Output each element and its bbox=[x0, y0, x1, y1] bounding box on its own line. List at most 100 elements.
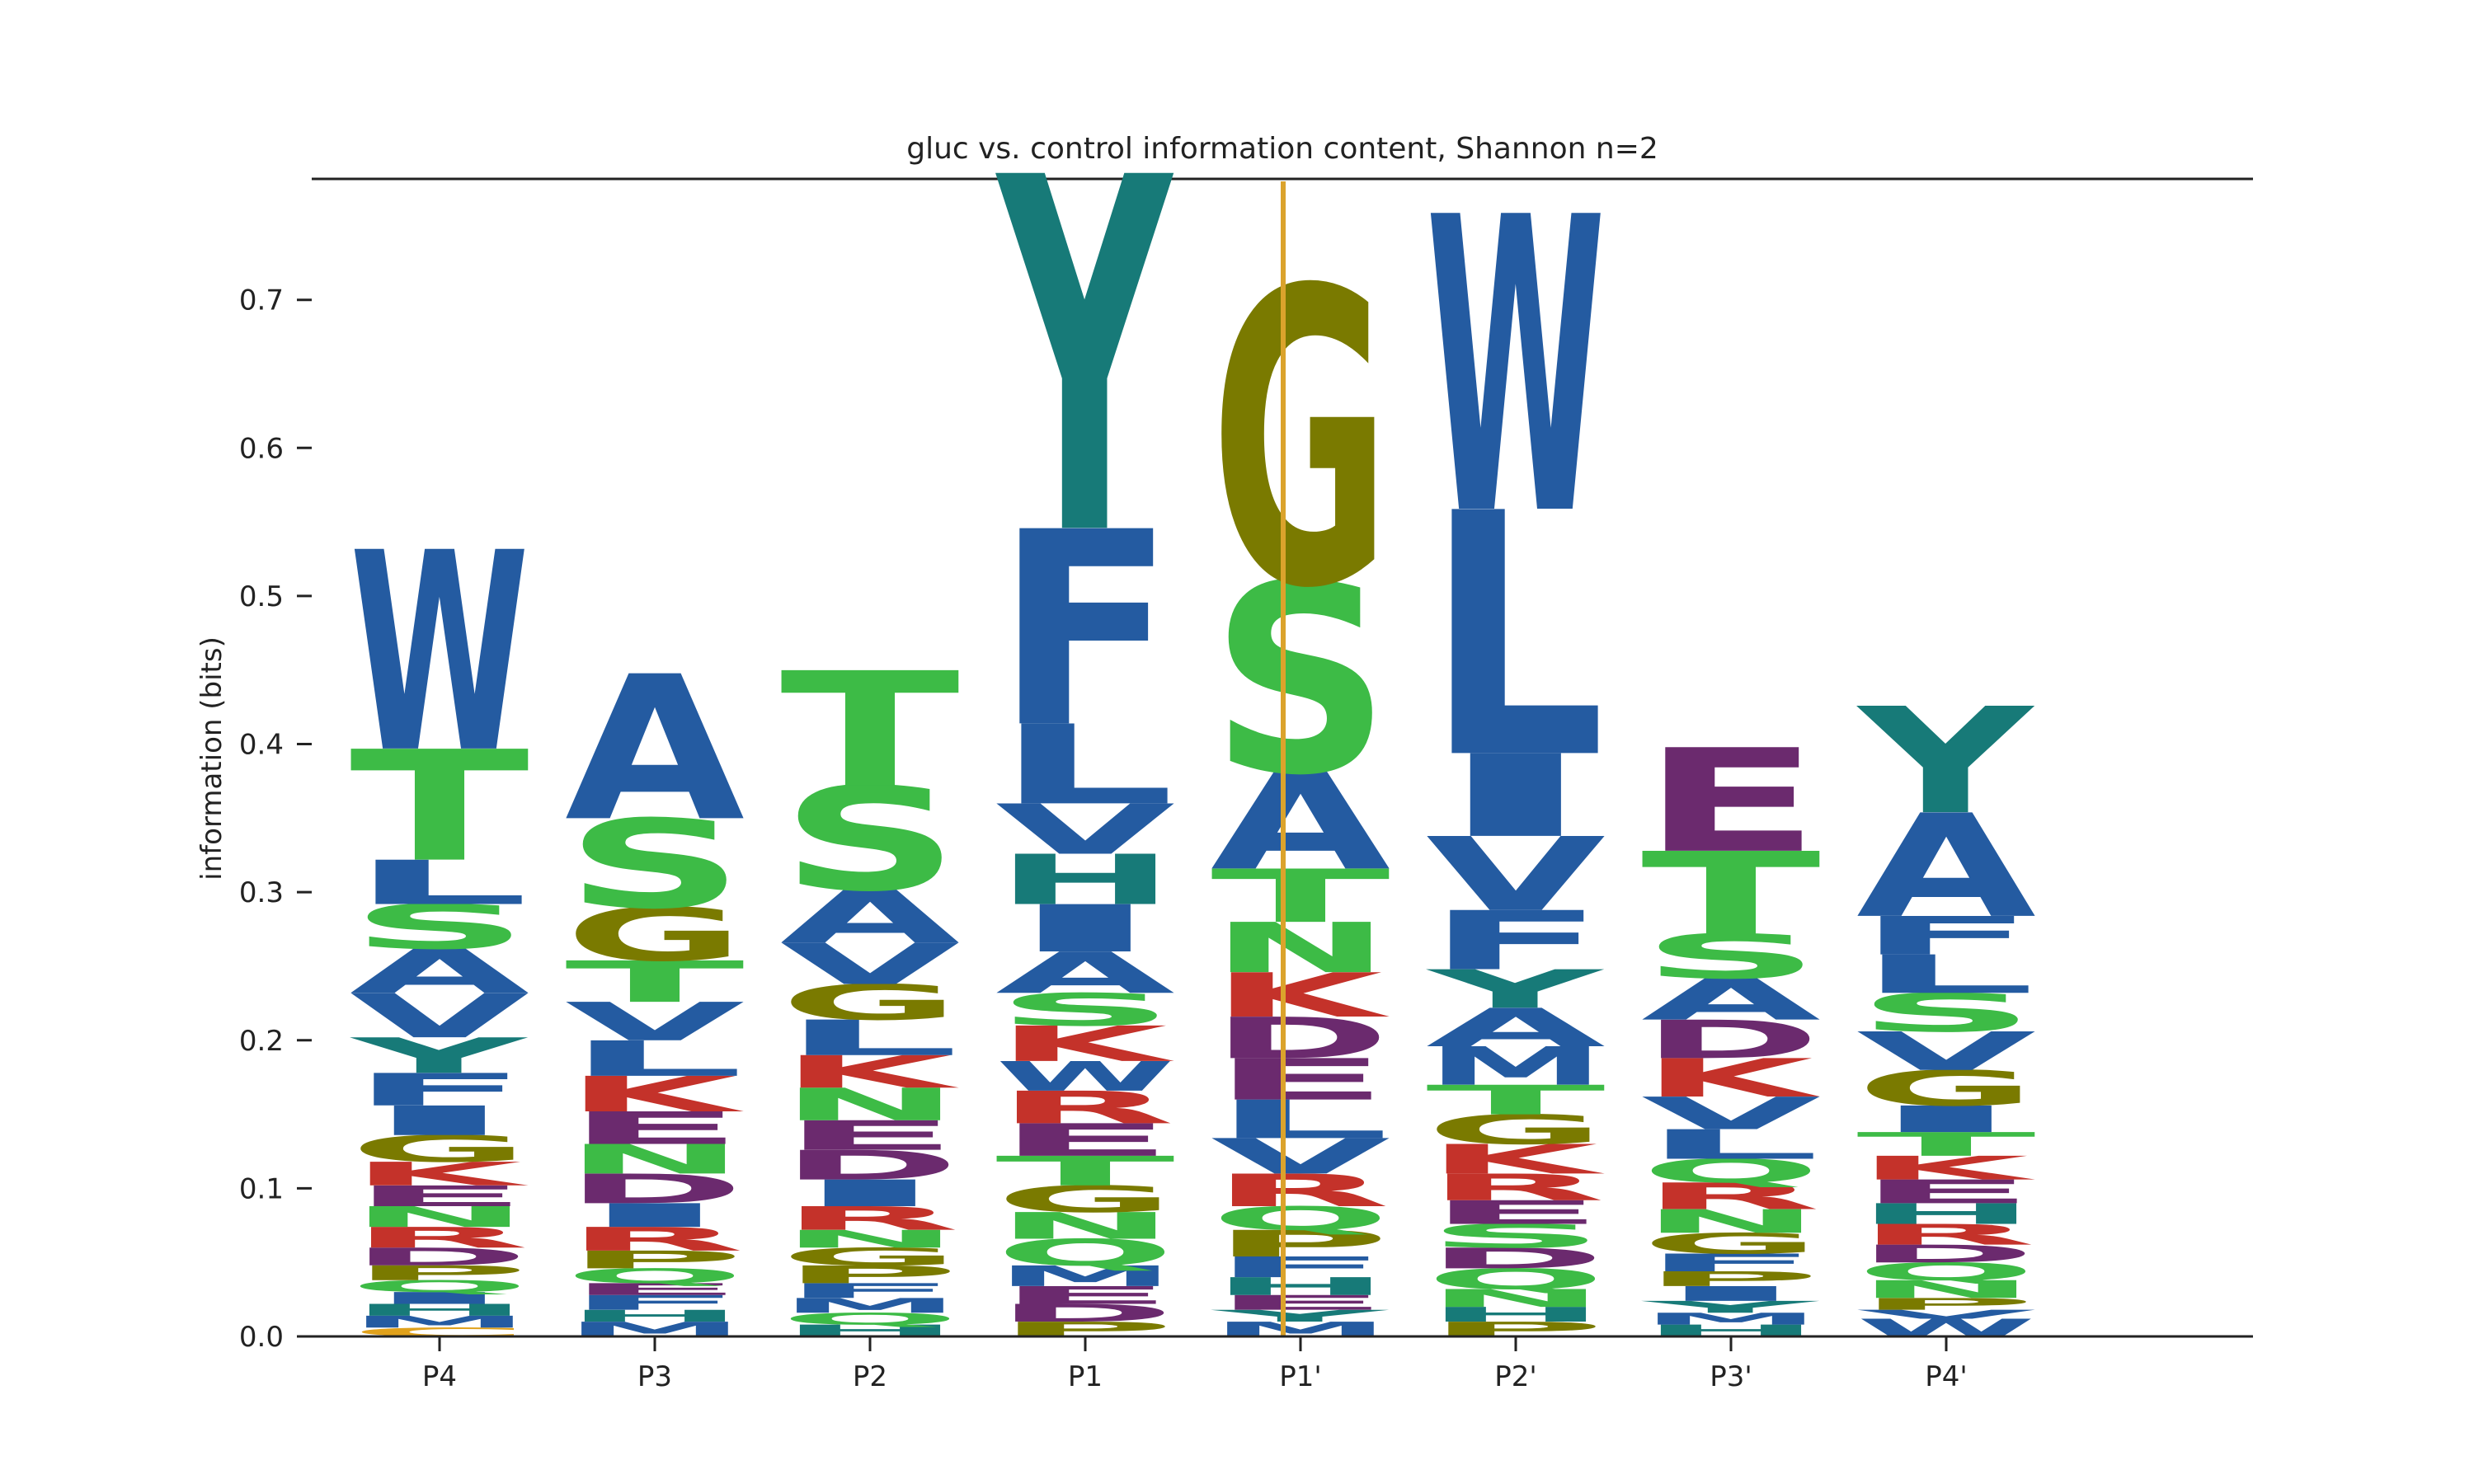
logo-letter-R: R bbox=[1856, 1219, 2036, 1252]
logo-letter-F: F bbox=[565, 1291, 745, 1315]
logo-letter-K: K bbox=[1641, 1048, 1820, 1110]
logo-letter-D: D bbox=[350, 1243, 529, 1271]
logo-letter-A: A bbox=[780, 875, 960, 960]
logo-letter-Y: Y bbox=[994, 76, 1174, 643]
logo-letter-S: S bbox=[350, 892, 529, 963]
logo-letter-R: R bbox=[565, 1220, 745, 1258]
logo-letter-I: I bbox=[1856, 1098, 2036, 1141]
logo-letter-A: A bbox=[1856, 785, 2036, 951]
y-axis-label: information (bits) bbox=[195, 636, 228, 881]
logo-letter-N: N bbox=[1211, 908, 1390, 989]
logo-letter-G: G bbox=[565, 892, 745, 977]
logo-letter-P: P bbox=[350, 1261, 529, 1285]
logo-letter-V: V bbox=[1211, 1129, 1390, 1186]
logo-letter-A: A bbox=[1211, 745, 1390, 901]
logo-letter-A: A bbox=[565, 634, 746, 866]
logo-letter-A: A bbox=[1641, 967, 1821, 1033]
logo-letter-G: G bbox=[780, 1242, 960, 1270]
logo-letter-N: N bbox=[780, 1079, 960, 1131]
y-tick-label: 0.2 bbox=[239, 1025, 284, 1058]
logo-letter-E: E bbox=[565, 1280, 745, 1299]
logo-letter-D: D bbox=[1211, 1006, 1390, 1072]
logo-letter-D: D bbox=[995, 1299, 1175, 1327]
logo-letter-Y: Y bbox=[349, 1028, 529, 1085]
logo-letters: CMHIQPDRNEKGIFYVASLTWMHFEQPRIDNEKLVTGSAH… bbox=[349, 76, 2036, 1342]
logo-letter-V: V bbox=[350, 981, 529, 1052]
logo-letter-H: H bbox=[1856, 1198, 2036, 1231]
logo-letter-H: H bbox=[565, 1307, 745, 1326]
logo-letter-I: I bbox=[1426, 730, 1606, 862]
logo-letter-K: K bbox=[565, 1066, 744, 1123]
x-tick-label: P3' bbox=[1710, 1360, 1752, 1393]
logo-letter-H: H bbox=[350, 1301, 529, 1320]
logo-letter-E: E bbox=[350, 1180, 529, 1213]
logo-letter-T: T bbox=[565, 949, 745, 1015]
logo-letter-F: F bbox=[1211, 1251, 1390, 1284]
logo-letter-S: S bbox=[1426, 1218, 1606, 1256]
x-tick-label: P1' bbox=[1279, 1360, 1321, 1393]
logo-letter-I: I bbox=[1641, 1282, 1821, 1306]
logo-letter-R: R bbox=[1426, 1167, 1606, 1209]
logo-letter-Q: Q bbox=[995, 1232, 1175, 1275]
logo-letter-Q: Q bbox=[565, 1265, 745, 1289]
logo-letter-L: L bbox=[1426, 443, 1606, 833]
x-tick-label: P2' bbox=[1494, 1360, 1536, 1393]
logo-letter-K: K bbox=[780, 1046, 960, 1098]
logo-letter-S: S bbox=[780, 758, 960, 923]
logo-letter-G: G bbox=[1426, 1106, 1606, 1153]
logo-letter-D: D bbox=[1856, 1240, 2036, 1268]
logo-letter-V: V bbox=[1426, 816, 1606, 934]
logo-letter-Q: Q bbox=[350, 1277, 529, 1296]
x-tick-label: P4 bbox=[422, 1360, 457, 1393]
logo-letter-Y: Y bbox=[1856, 677, 2034, 847]
logo-letter-I: I bbox=[350, 1289, 529, 1308]
logo-letter-E: E bbox=[1856, 1173, 2036, 1211]
logo-letter-T: T bbox=[995, 1148, 1175, 1195]
logo-letter-R: R bbox=[1211, 1165, 1390, 1217]
chart-title: gluc vs. control information content, Sh… bbox=[906, 132, 1658, 166]
logo-letter-N: N bbox=[565, 1136, 745, 1183]
logo-letter-Y: Y bbox=[1640, 1298, 1821, 1317]
logo-letter-V: V bbox=[780, 932, 960, 998]
logo-letter-H: H bbox=[995, 840, 1175, 921]
logo-letter-D: D bbox=[780, 1142, 960, 1189]
logo-letter-S: S bbox=[565, 795, 745, 937]
logo-letter-A: A bbox=[995, 941, 1175, 1007]
logo-letter-V: V bbox=[1856, 1308, 2036, 1322]
logo-letter-I: I bbox=[995, 891, 1175, 967]
x-tick-label: P4' bbox=[1925, 1360, 1967, 1393]
y-tick-label: 0.0 bbox=[239, 1321, 284, 1354]
logo-letter-F: F bbox=[350, 1064, 529, 1116]
x-axis: P4 P3 P2 P1 P1' P2' P3' P4' bbox=[422, 1336, 1968, 1393]
logo-letter-A: A bbox=[350, 937, 529, 1007]
logo-letter-R: R bbox=[1641, 1175, 1821, 1218]
x-tick-label: P3 bbox=[637, 1360, 672, 1393]
logo-letter-D: D bbox=[1426, 1242, 1606, 1275]
logo-letter-K: K bbox=[1856, 1149, 2035, 1187]
logo-letter-S: S bbox=[1641, 922, 1821, 993]
logo-letter-K: K bbox=[350, 1155, 529, 1193]
logo-letter-H: H bbox=[1426, 1303, 1606, 1327]
logo-letter-N: N bbox=[1426, 1284, 1606, 1313]
logo-letter-L: L bbox=[995, 702, 1175, 829]
logo-letter-S: S bbox=[1211, 529, 1390, 832]
logo-letter-F: F bbox=[1641, 1249, 1821, 1277]
logo-letter-Y: Y bbox=[1210, 1307, 1390, 1326]
logo-letter-L: L bbox=[780, 1010, 960, 1067]
logo-letter-V: V bbox=[1641, 1087, 1821, 1139]
logo-letter-I: I bbox=[565, 1197, 745, 1235]
logo-letter-V: V bbox=[565, 992, 745, 1054]
logo-letter-V: V bbox=[995, 790, 1175, 870]
logo-letter-S: S bbox=[995, 984, 1175, 1036]
logo-letter-E: E bbox=[1211, 1047, 1390, 1113]
logo-letter-W: W bbox=[350, 495, 529, 813]
logo-letter-W: W bbox=[1426, 134, 1606, 605]
logo-letter-K: K bbox=[995, 1016, 1174, 1073]
logo-letter-D: D bbox=[1641, 1009, 1821, 1070]
logo-letter-Q: Q bbox=[1856, 1258, 2036, 1286]
logo-letter-Y: Y bbox=[1425, 959, 1605, 1020]
logo-letter-E: E bbox=[995, 1281, 1175, 1309]
logo-letter-T: T bbox=[350, 718, 531, 895]
logo-letter-E: E bbox=[565, 1102, 745, 1154]
